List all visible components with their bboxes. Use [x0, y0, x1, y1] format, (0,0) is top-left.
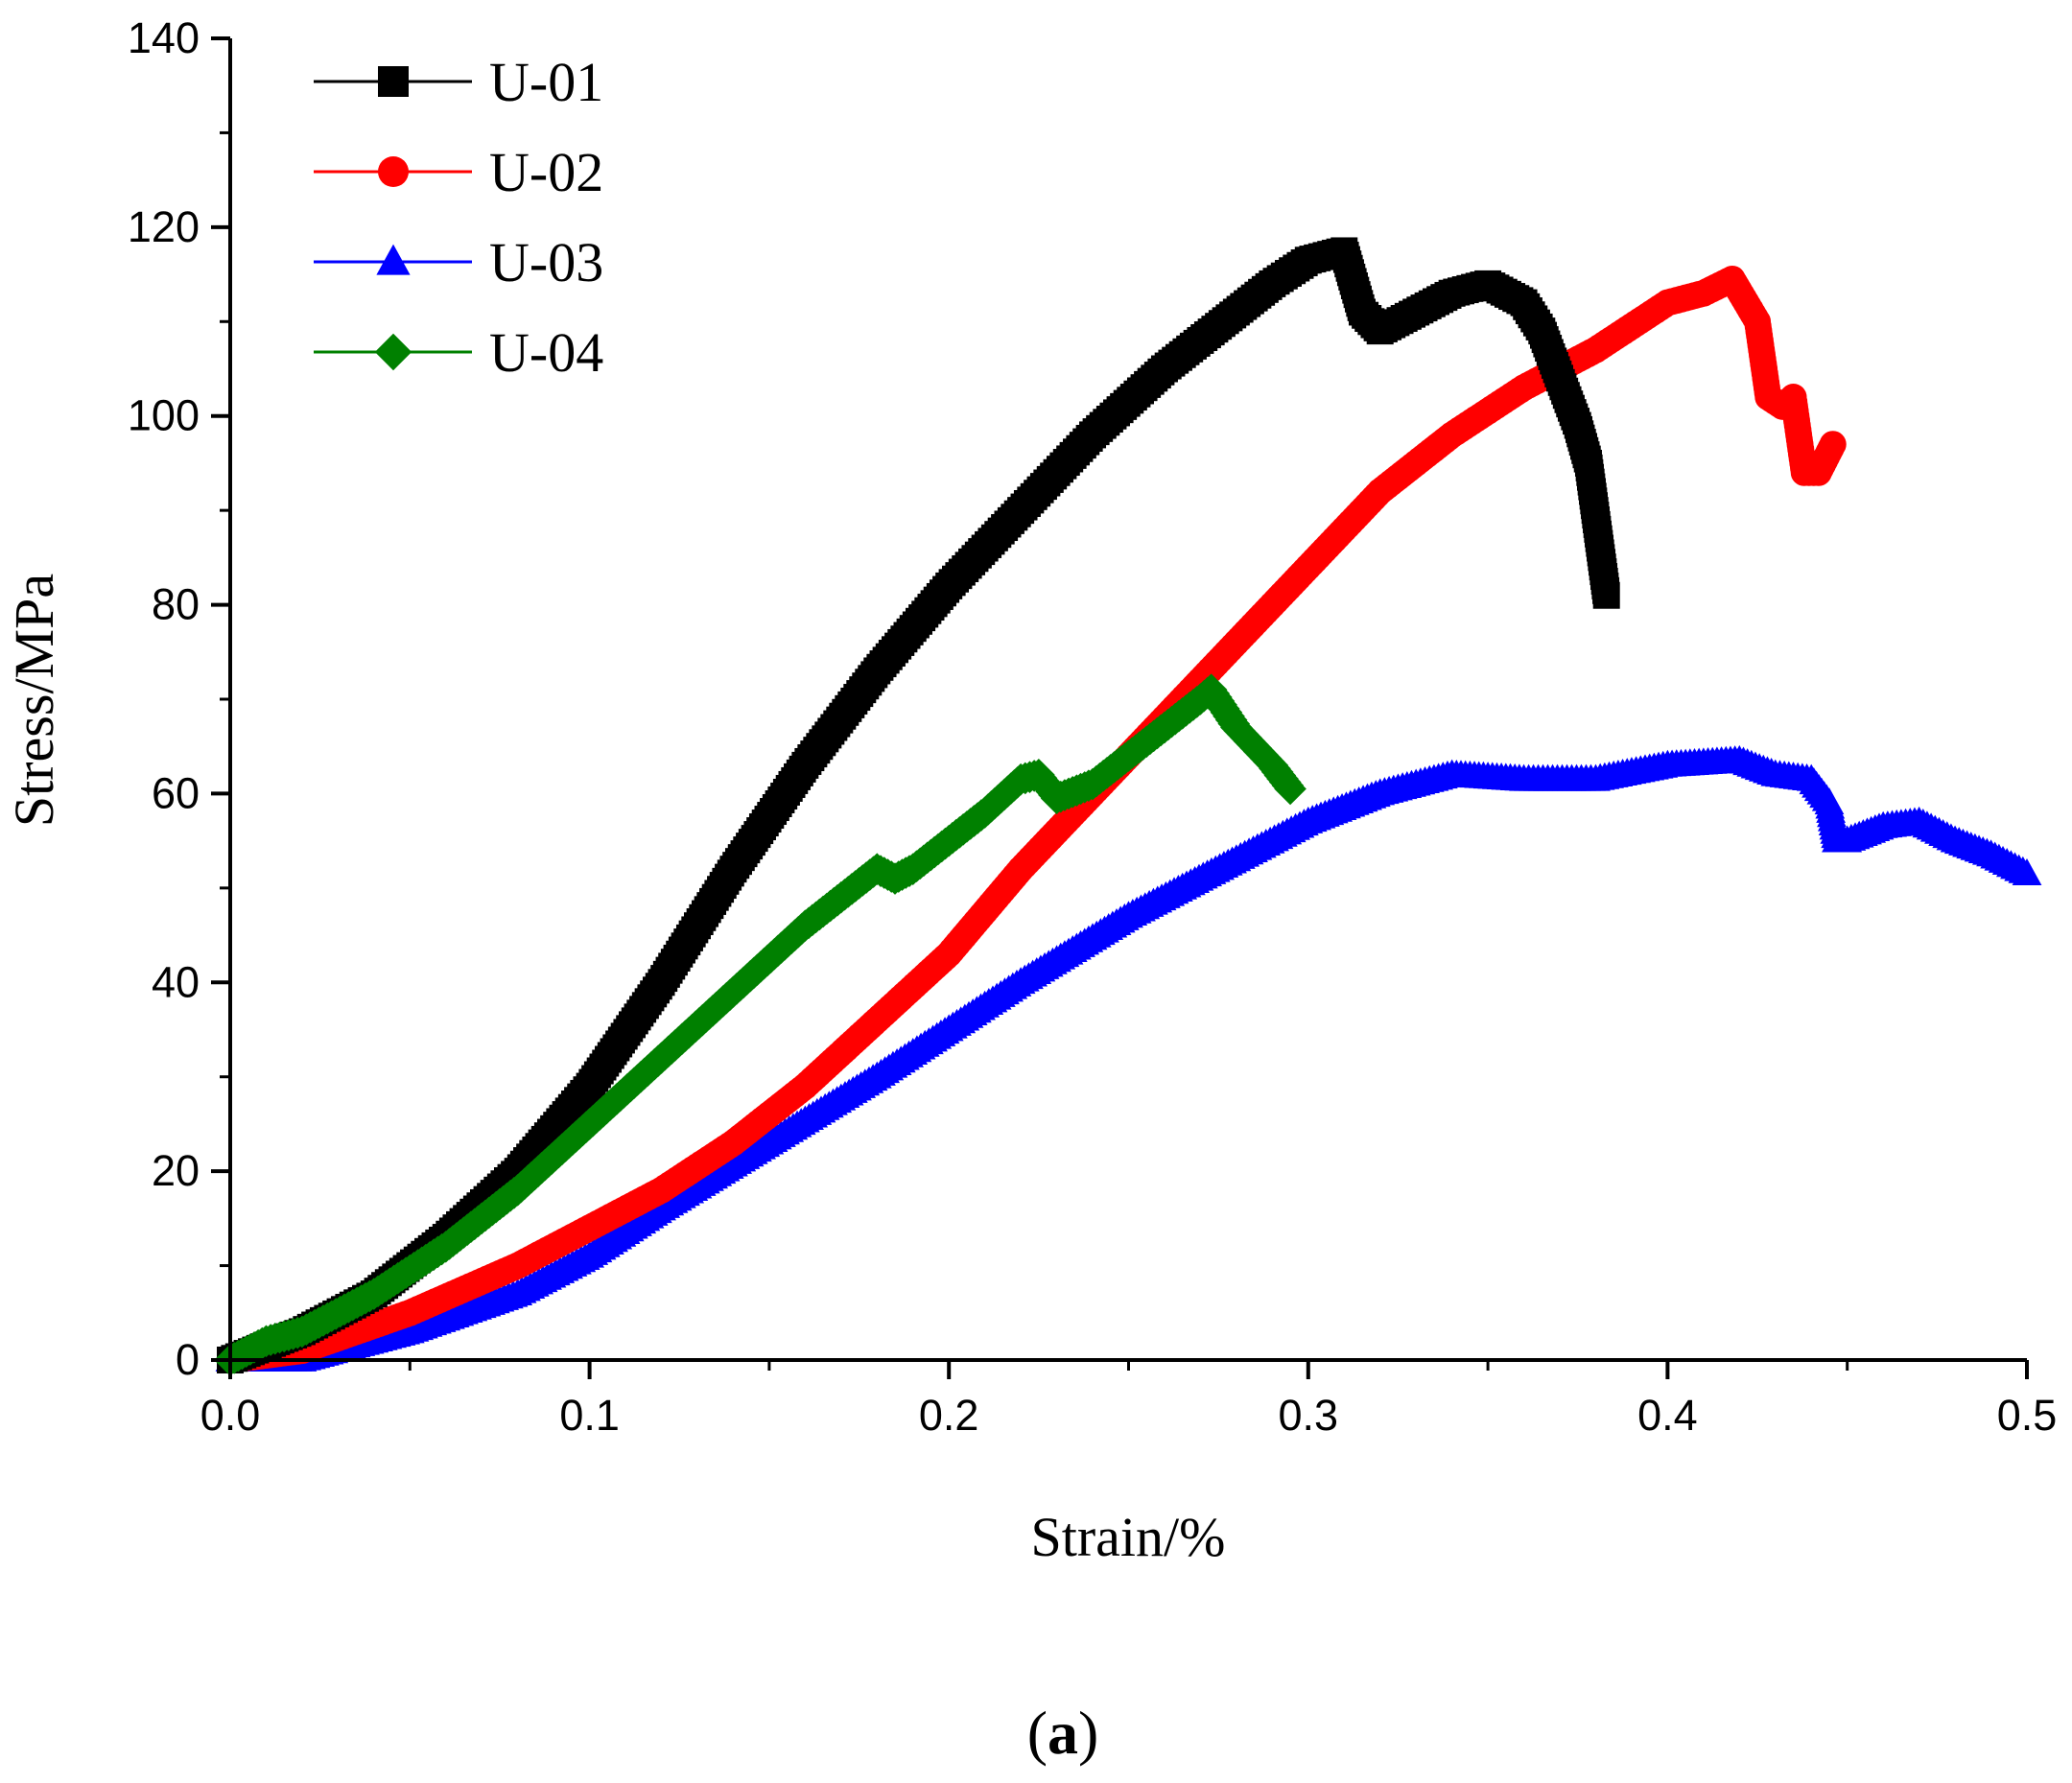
y-tick-label: 80 — [152, 580, 200, 629]
legend-label: U-03 — [489, 231, 603, 293]
series-u-04 — [214, 673, 1307, 1376]
legend-item-u-04: U-04 — [314, 321, 603, 384]
legend-marker-icon — [378, 156, 409, 187]
plot-series — [214, 237, 2042, 1376]
x-tick-label: 0.5 — [1997, 1391, 2058, 1440]
y-ticks: 0 20 40 60 80 100 120 140 — [128, 13, 230, 1384]
x-tick-label: 0.0 — [200, 1391, 261, 1440]
data-point-marker — [1819, 431, 1847, 458]
y-tick-label: 140 — [128, 13, 200, 62]
legend-item-u-03: U-03 — [314, 231, 603, 293]
data-point-marker — [2012, 857, 2042, 885]
legend-marker-icon — [378, 66, 409, 97]
legend-marker-icon — [374, 333, 412, 371]
legend-label: U-04 — [489, 321, 603, 384]
legend-marker-icon — [376, 244, 411, 275]
series-line — [229, 687, 1292, 1362]
series-line — [229, 248, 1609, 1362]
legend-item-u-01: U-01 — [314, 51, 603, 113]
x-tick-label: 0.2 — [919, 1391, 979, 1440]
y-tick-label: 0 — [176, 1335, 200, 1384]
caption-close-paren: ) — [1078, 1699, 1098, 1767]
x-axis-title: Strain/% — [1031, 1506, 1226, 1568]
legend-item-u-02: U-02 — [314, 141, 603, 203]
y-tick-label: 40 — [152, 957, 200, 1006]
series-u-03 — [215, 744, 2042, 1372]
figure-caption: (a) — [1027, 1699, 1099, 1767]
caption-open-paren: ( — [1027, 1699, 1048, 1767]
y-tick-label: 100 — [128, 391, 200, 440]
legend: U-01 U-02 U-03 U-04 — [314, 51, 603, 384]
legend-label: U-02 — [489, 141, 603, 203]
data-point-marker — [1592, 581, 1620, 609]
x-tick-label: 0.4 — [1637, 1391, 1698, 1440]
x-tick-label: 0.1 — [559, 1391, 620, 1440]
y-tick-label: 20 — [152, 1146, 200, 1195]
data-point-marker — [1274, 772, 1307, 806]
y-tick-label: 120 — [128, 202, 200, 251]
y-tick-label: 60 — [152, 768, 200, 817]
y-axis-title: Stress/MPa — [3, 574, 65, 827]
x-tick-label: 0.3 — [1279, 1391, 1339, 1440]
legend-label: U-01 — [489, 51, 603, 113]
caption-letter: a — [1048, 1699, 1078, 1767]
x-ticks: 0.0 0.1 0.2 0.3 0.4 0.5 — [200, 1360, 2058, 1440]
series-u-01 — [217, 237, 1620, 1373]
